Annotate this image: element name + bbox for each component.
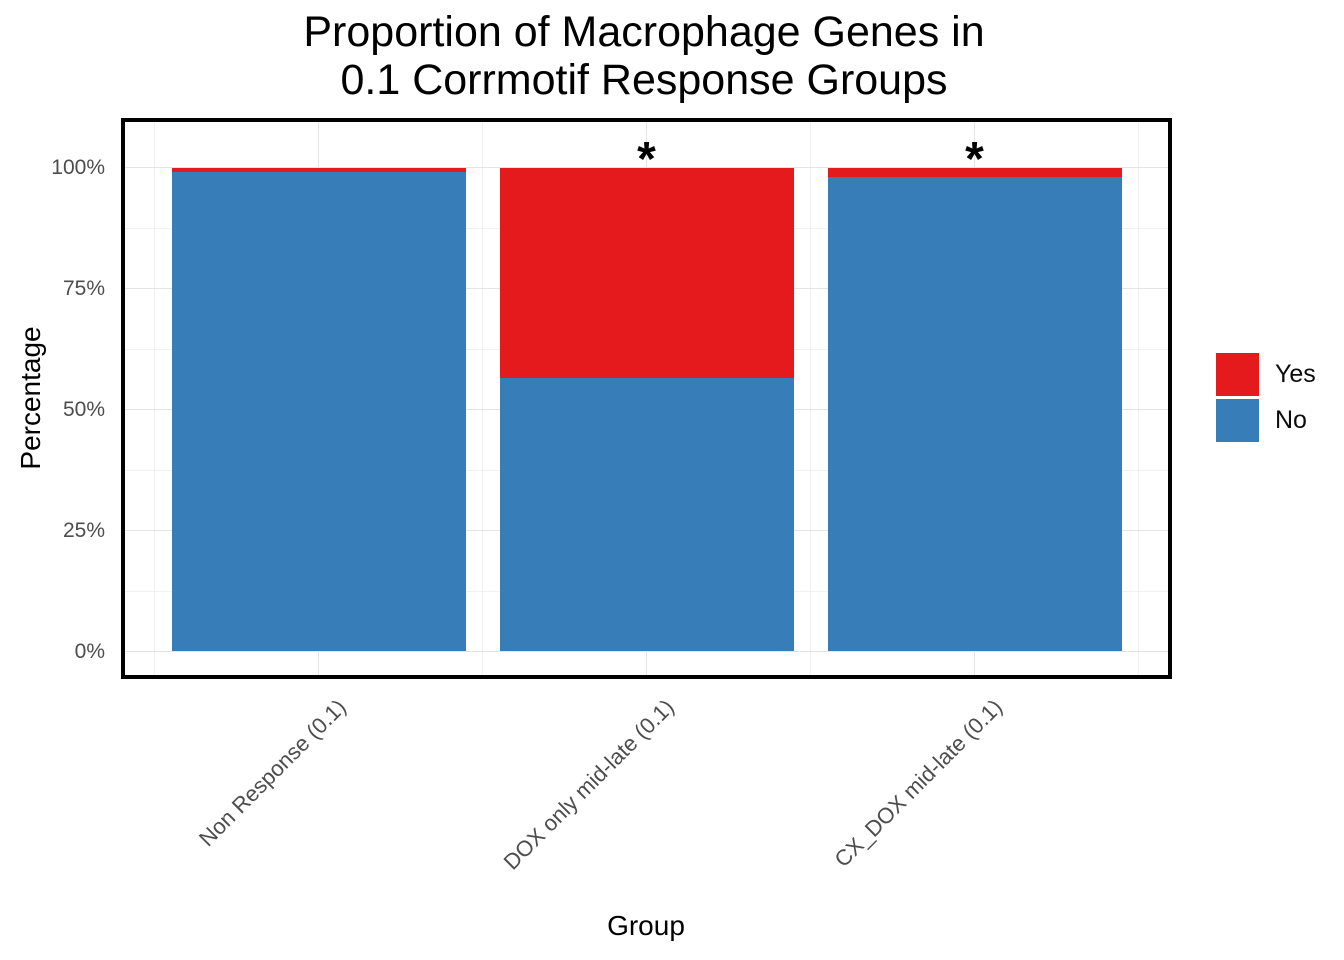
y-tick-label: 75% <box>62 277 105 300</box>
significance-asterisk: * <box>965 133 984 186</box>
legend: Yes No <box>1216 353 1316 445</box>
y-tick-label: 0% <box>74 640 105 663</box>
y-axis-title: Percentage <box>15 326 46 470</box>
bar-segment-yes <box>827 167 1122 178</box>
legend-label-yes: Yes <box>1275 360 1316 388</box>
x-category-label: CX_DOX mid-late (0.1) <box>829 694 1007 872</box>
chart-title-line2: 0.1 Corrmotif Response Groups <box>340 56 948 104</box>
bar-segment-yes <box>171 167 466 173</box>
bar-segment-no <box>499 378 794 652</box>
x-category-label: DOX only mid-late (0.1) <box>498 694 679 875</box>
bar-segment-yes <box>499 167 794 379</box>
chart-title: Proportion of Macrophage Genes in 0.1 Co… <box>0 8 1288 104</box>
legend-item-no: No <box>1216 399 1316 442</box>
significance-asterisk: * <box>637 133 656 186</box>
bar-segment-no <box>171 172 466 652</box>
y-tick-label: 100% <box>51 156 105 179</box>
legend-swatch-yes <box>1216 353 1259 396</box>
y-tick-label: 50% <box>62 398 105 421</box>
x-category-label: Non Response (0.1) <box>194 694 351 852</box>
minor-gridline-v <box>1138 122 1139 675</box>
chart-title-line1: Proportion of Macrophage Genes in <box>303 8 985 56</box>
legend-swatch-no <box>1216 399 1259 442</box>
legend-label-no: No <box>1275 406 1307 434</box>
minor-gridline-v <box>154 122 155 675</box>
minor-gridline-v <box>482 122 483 675</box>
minor-gridline-v <box>810 122 811 675</box>
plot-panel: * * <box>121 118 1172 679</box>
bar-segment-no <box>827 177 1122 652</box>
y-tick-label: 25% <box>62 519 105 542</box>
legend-item-yes: Yes <box>1216 353 1316 396</box>
x-axis-title: Group <box>607 910 685 941</box>
